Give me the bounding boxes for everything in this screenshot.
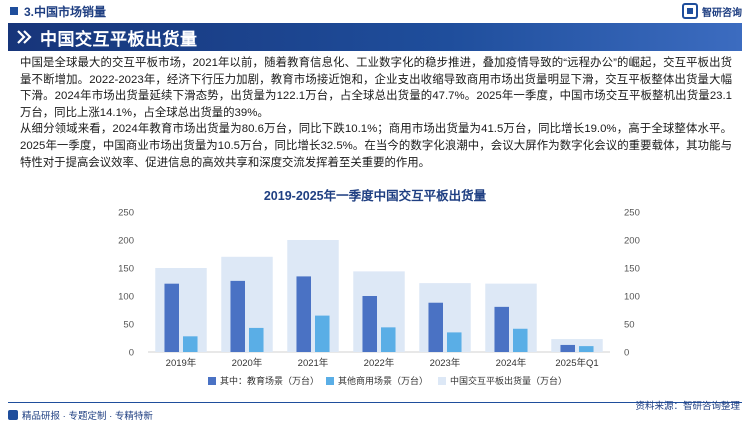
x-tick-label: 2020年 [232,357,263,369]
top-bar: 3.中国市场销量 智研咨询 [0,0,750,22]
legend-swatch [326,377,334,385]
legend-label: 其中：教育场景（万台） [220,375,319,386]
bar-commercial [579,346,594,352]
bar-total [287,240,339,352]
paragraph: 中国是全球最大的交互平板市场，2021年以前，随着教育信息化、工业数字化的稳步推… [20,57,732,119]
logo-text: 智研咨询 [702,7,742,19]
bar-commercial [183,336,198,352]
bar-total [551,339,603,352]
bar-total [155,268,207,352]
legend-swatch [438,377,446,385]
bar-education [560,344,575,352]
y-tick-label-left: 100 [118,292,134,303]
bar-commercial [315,315,330,352]
bar-total [485,283,537,352]
y-tick-label-right: 200 [624,236,640,247]
report-icon [8,410,18,420]
chevron-double-icon [17,30,32,44]
section-title: 3.中国市场销量 [24,4,107,19]
bar-education [296,276,311,352]
x-tick-label: 2019年 [166,357,197,369]
legend-swatch [208,377,216,385]
y-tick-label-left: 0 [129,348,134,359]
footer-divider [8,402,742,403]
bar-education [230,280,245,352]
bar-commercial [447,332,462,352]
chart-title: 2019-2025年一季度中国交互平板出货量 [263,189,487,203]
y-tick-label-left: 50 [123,320,134,331]
bar-education [428,302,443,352]
bar-commercial [249,327,264,352]
bar-education [164,283,179,352]
x-tick-label: 2025年Q1 [555,357,598,369]
body-text: 中国是全球最大的交互平板市场，2021年以前，随着教育信息化、工业数字化的稳步推… [20,55,732,171]
section-marker [10,7,18,15]
title-banner: 中国交互平板出货量 [8,23,742,51]
bar-education [362,296,377,352]
logo-icon [682,3,698,19]
bar-total [221,256,273,352]
footer-tagline: 精品研报 · 专题定制 · 专精特新 [8,408,153,422]
x-tick-label: 2022年 [364,357,395,369]
brand-logo: 智研咨询 [682,3,742,19]
banner-title: 中国交互平板出货量 [40,29,198,49]
bar-commercial [513,328,528,352]
legend-label: 其他商用场景（万台） [338,375,428,386]
bar-chart: 0 0 50 50 100 100 150 150 200 200 250 250 2019年 2020年… [118,208,640,387]
footer-tagline-text: 精品研报 · 专题定制 · 专精特新 [22,411,153,422]
y-tick-label-right: 0 [624,348,629,359]
paragraph: 从细分领域来看，2024年教育市场出货量为80.6万台，同比下跌10.1%；商用… [20,123,732,169]
y-tick-label-right: 50 [624,320,635,331]
bar-education [494,306,509,352]
source-note: 资料来源：智研咨询整理 [635,401,740,412]
y-tick-label-left: 200 [118,236,134,247]
y-tick-label-right: 250 [624,208,640,219]
y-tick-label-right: 100 [624,292,640,303]
x-tick-label: 2021年 [298,357,329,369]
legend-label: 中国交互平板出货量（万台） [450,375,567,386]
bar-commercial [381,327,396,352]
bar-total [419,283,471,352]
bar-total [353,271,405,352]
x-tick-label: 2024年 [496,357,527,369]
y-tick-label-left: 250 [118,208,134,219]
x-tick-label: 2023年 [430,357,461,369]
y-tick-label-left: 150 [118,264,134,275]
y-tick-label-right: 150 [624,264,640,275]
